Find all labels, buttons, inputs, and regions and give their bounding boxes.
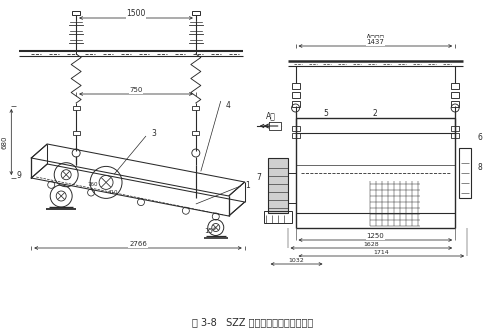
Bar [268,158,288,213]
Text: 8: 8 [477,164,482,172]
Text: A向: A向 [266,112,276,121]
Bar [192,11,200,15]
Text: 15°: 15° [205,228,217,234]
Text: 7: 7 [257,173,262,182]
Text: 4: 4 [226,101,231,111]
Bar [73,131,80,135]
Bar [193,106,199,110]
Text: 3: 3 [151,128,156,137]
Bar [451,101,459,107]
Text: 1250: 1250 [366,233,384,239]
Bar [451,83,459,89]
Bar [292,101,299,107]
Polygon shape [269,122,281,130]
Text: 9: 9 [17,171,21,180]
Bar [292,132,299,137]
Bar [264,211,292,223]
Bar [292,92,299,98]
Bar [459,148,471,198]
Text: 2766: 2766 [129,241,147,247]
Text: 1: 1 [245,181,250,191]
Bar [451,126,459,130]
Text: 680: 680 [2,135,8,149]
Text: 410: 410 [108,190,118,195]
Text: 图 3-8   SZZ 型自定中心振动筛外形图: 图 3-8 SZZ 型自定中心振动筛外形图 [192,317,313,327]
Text: 6: 6 [477,133,482,142]
Bar [72,11,80,15]
Text: 5: 5 [323,109,328,118]
Bar [193,131,199,135]
Bar [73,106,80,110]
Text: 1500: 1500 [127,9,146,18]
Bar [451,92,459,98]
Text: 1032: 1032 [289,257,304,262]
Text: 750: 750 [130,87,143,93]
Text: 2: 2 [373,109,377,118]
Text: 1714: 1714 [373,250,389,254]
Text: 1628: 1628 [363,242,379,247]
Text: A向视图: A向视图 [366,34,385,42]
Bar [451,132,459,137]
Text: 760: 760 [88,182,98,187]
Bar [292,83,299,89]
Bar [292,126,299,130]
Text: 1437: 1437 [366,39,384,45]
